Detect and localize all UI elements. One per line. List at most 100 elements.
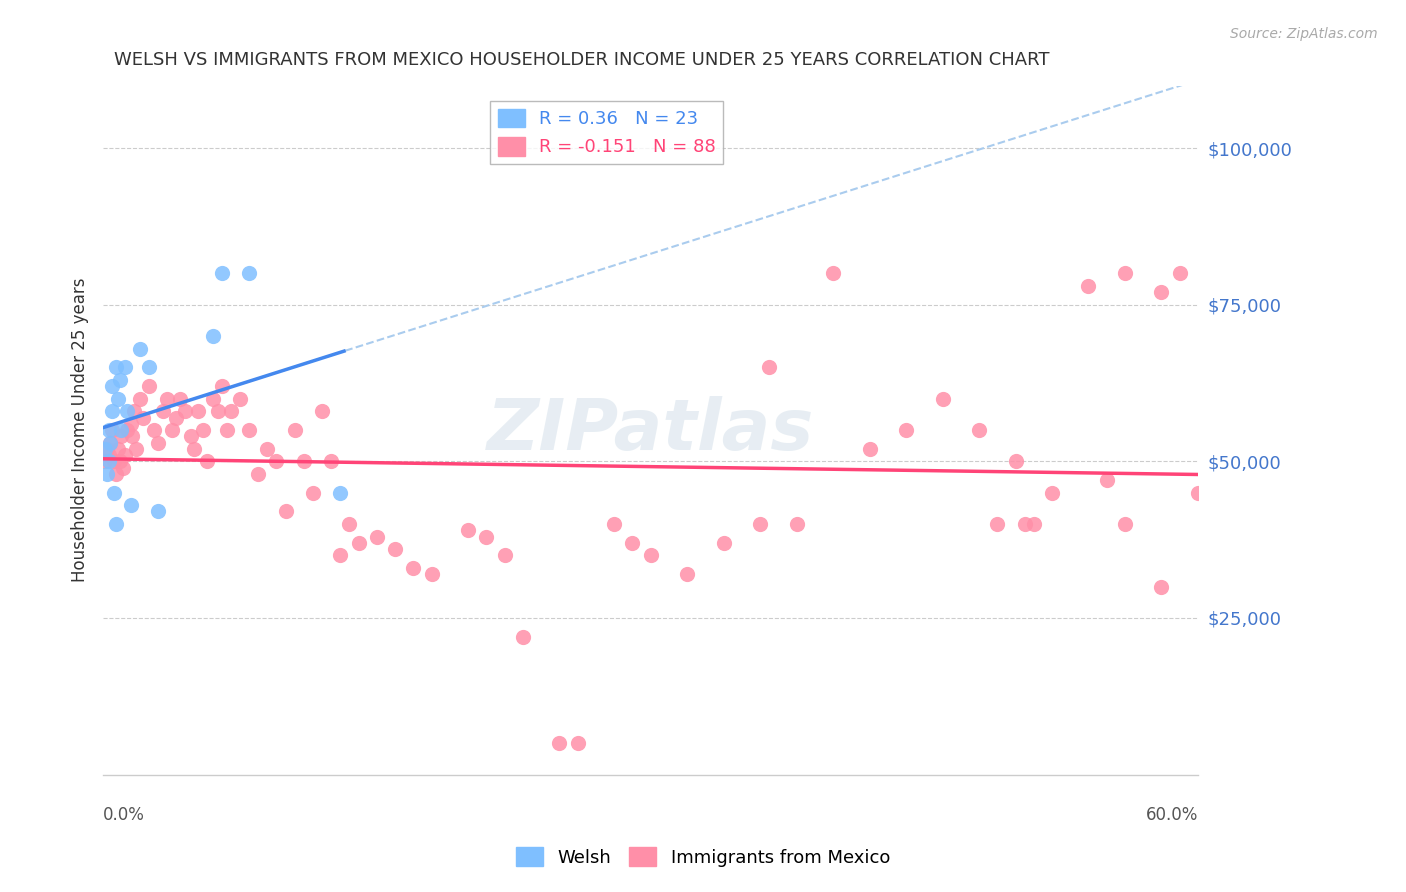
Point xyxy=(329,549,352,563)
Point xyxy=(128,342,150,356)
Text: ZIPatlas: ZIPatlas xyxy=(486,395,814,465)
Text: 0.0%: 0.0% xyxy=(103,805,145,823)
Point xyxy=(143,423,166,437)
Point xyxy=(97,423,120,437)
Point xyxy=(384,542,406,557)
Point xyxy=(621,536,644,550)
Point xyxy=(274,504,297,518)
Point xyxy=(201,392,224,406)
Point xyxy=(104,516,127,531)
Point xyxy=(195,454,218,468)
Point xyxy=(931,392,953,406)
Point xyxy=(101,423,124,437)
Text: 60.0%: 60.0% xyxy=(1146,805,1198,823)
Point xyxy=(132,410,155,425)
Text: WELSH VS IMMIGRANTS FROM MEXICO HOUSEHOLDER INCOME UNDER 25 YEARS CORRELATION CH: WELSH VS IMMIGRANTS FROM MEXICO HOUSEHOL… xyxy=(114,51,1049,69)
Point xyxy=(152,404,174,418)
Point xyxy=(986,516,1008,531)
Point xyxy=(174,404,197,418)
Point xyxy=(120,498,142,512)
Point xyxy=(125,442,148,456)
Point xyxy=(169,392,191,406)
Point xyxy=(110,429,132,443)
Point xyxy=(311,404,333,418)
Text: Source: ZipAtlas.com: Source: ZipAtlas.com xyxy=(1230,27,1378,41)
Point xyxy=(457,523,479,537)
Point xyxy=(97,448,120,462)
Point xyxy=(120,417,142,431)
Point xyxy=(138,360,160,375)
Point xyxy=(97,454,120,468)
Point xyxy=(103,454,125,468)
Point xyxy=(339,516,361,531)
Point xyxy=(122,404,145,418)
Point xyxy=(100,435,122,450)
Point xyxy=(96,467,118,481)
Point xyxy=(713,536,735,550)
Point xyxy=(321,454,343,468)
Point xyxy=(104,467,127,481)
Point xyxy=(256,442,278,456)
Y-axis label: Householder Income Under 25 years: Householder Income Under 25 years xyxy=(72,277,89,582)
Point xyxy=(302,485,325,500)
Point xyxy=(101,404,124,418)
Point xyxy=(1077,279,1099,293)
Point xyxy=(238,267,260,281)
Point xyxy=(115,404,138,418)
Point xyxy=(201,329,224,343)
Point xyxy=(1095,473,1118,487)
Point xyxy=(821,267,844,281)
Point xyxy=(219,404,242,418)
Point xyxy=(1022,516,1045,531)
Point xyxy=(494,549,516,563)
Point xyxy=(967,423,990,437)
Point xyxy=(180,429,202,443)
Point xyxy=(1187,485,1209,500)
Point xyxy=(1150,285,1173,300)
Point xyxy=(162,423,184,437)
Point xyxy=(114,448,136,462)
Point xyxy=(207,404,229,418)
Legend: R = 0.36   N = 23, R = -0.151   N = 88: R = 0.36 N = 23, R = -0.151 N = 88 xyxy=(491,102,723,163)
Point xyxy=(1114,267,1136,281)
Point xyxy=(110,423,132,437)
Point xyxy=(108,454,131,468)
Point xyxy=(183,442,205,456)
Point xyxy=(107,392,129,406)
Point xyxy=(94,454,117,468)
Point xyxy=(420,567,443,582)
Point xyxy=(347,536,370,550)
Point xyxy=(193,423,215,437)
Point xyxy=(128,392,150,406)
Point xyxy=(238,423,260,437)
Point xyxy=(894,423,917,437)
Point xyxy=(1114,516,1136,531)
Point xyxy=(758,360,780,375)
Point xyxy=(1150,580,1173,594)
Point xyxy=(114,360,136,375)
Point xyxy=(211,379,233,393)
Point xyxy=(402,561,425,575)
Point xyxy=(475,529,498,543)
Point xyxy=(187,404,209,418)
Point xyxy=(266,454,288,468)
Point xyxy=(103,485,125,500)
Point xyxy=(115,423,138,437)
Point xyxy=(567,736,589,750)
Point xyxy=(101,379,124,393)
Point xyxy=(107,442,129,456)
Point xyxy=(165,410,187,425)
Point xyxy=(146,435,169,450)
Point xyxy=(786,516,808,531)
Point xyxy=(640,549,662,563)
Point xyxy=(247,467,270,481)
Point xyxy=(858,442,880,456)
Point xyxy=(112,460,135,475)
Point xyxy=(104,360,127,375)
Point xyxy=(211,267,233,281)
Point xyxy=(676,567,699,582)
Point xyxy=(146,504,169,518)
Point xyxy=(548,736,571,750)
Point xyxy=(603,516,626,531)
Point xyxy=(512,630,534,644)
